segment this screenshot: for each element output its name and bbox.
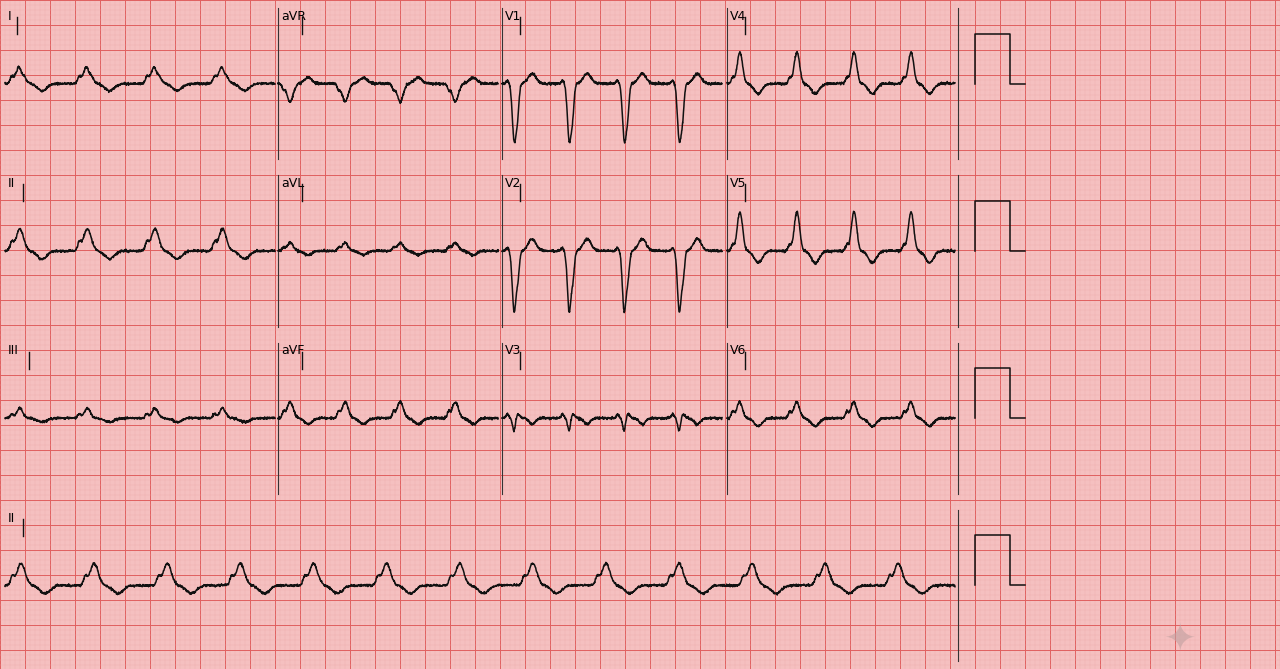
Text: II: II [8,177,15,190]
Text: II: II [8,512,15,524]
Text: aVF: aVF [282,345,305,357]
Text: V6: V6 [730,345,746,357]
Text: V3: V3 [506,345,521,357]
Text: III: III [8,345,19,357]
Text: V5: V5 [730,177,746,190]
Text: V2: V2 [506,177,521,190]
Text: aVL: aVL [282,177,305,190]
Text: V4: V4 [730,10,746,23]
Text: I: I [8,10,12,23]
Text: ✦: ✦ [1164,621,1197,659]
Text: V1: V1 [506,10,521,23]
Text: aVR: aVR [282,10,306,23]
